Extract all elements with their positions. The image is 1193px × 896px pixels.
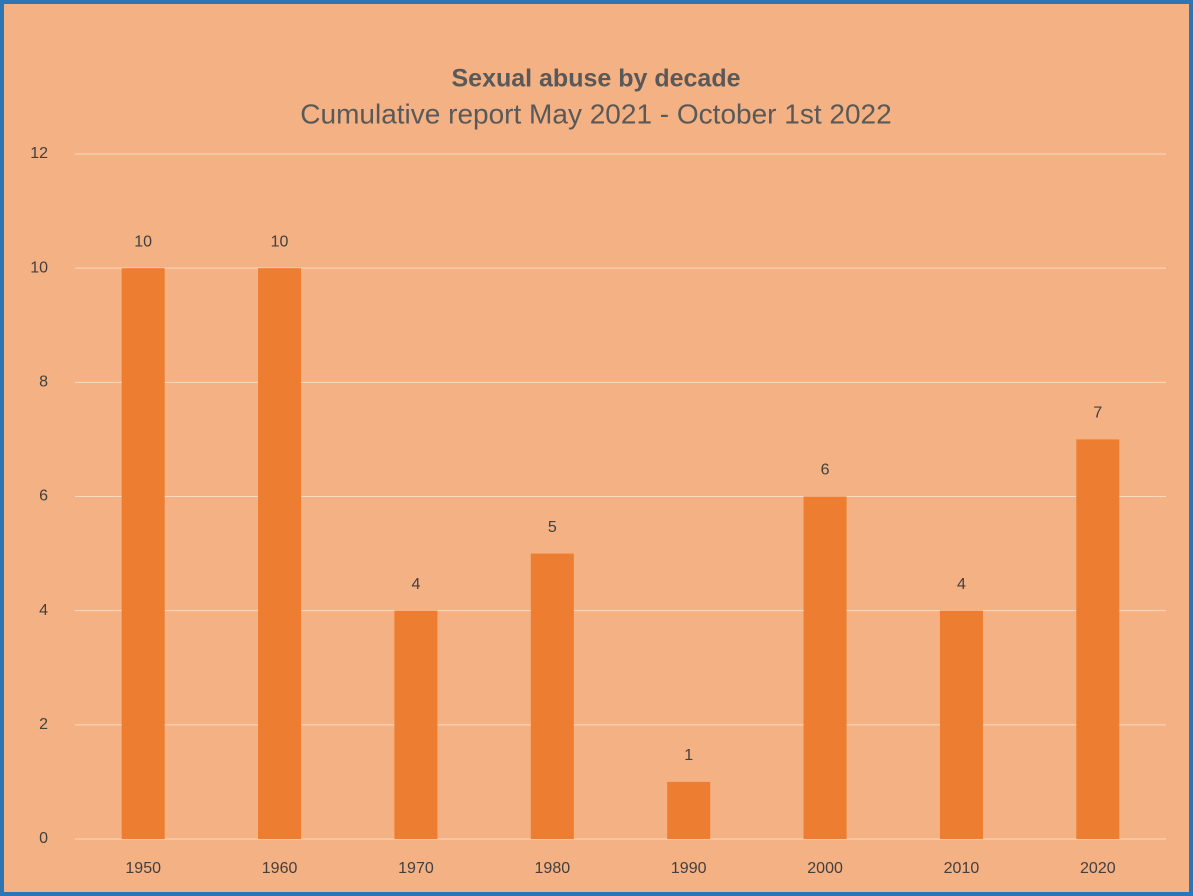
- bar: [939, 610, 983, 839]
- chart-title: Sexual abuse by decade: [451, 65, 740, 93]
- y-tick-label: 4: [39, 602, 48, 619]
- bar: [1076, 439, 1120, 839]
- x-tick-label: 1980: [535, 860, 571, 877]
- data-label: 10: [134, 233, 152, 250]
- y-tick-label: 10: [30, 259, 48, 276]
- y-tick-label: 0: [39, 830, 48, 847]
- x-tick-label: 1990: [671, 860, 707, 877]
- chart-subtitle: Cumulative report May 2021 - October 1st…: [300, 98, 891, 129]
- y-tick-label: 8: [39, 374, 48, 391]
- bar: [121, 268, 165, 840]
- bar: [394, 610, 438, 839]
- x-tick-label: 1970: [398, 860, 434, 877]
- x-tick-label: 2010: [944, 860, 980, 877]
- data-label: 4: [411, 576, 420, 593]
- bar: [258, 268, 302, 840]
- y-tick-label: 2: [39, 716, 48, 733]
- data-label: 10: [271, 233, 289, 250]
- data-label: 5: [548, 519, 557, 536]
- x-tick-label: 1960: [262, 860, 298, 877]
- data-label: 6: [821, 462, 830, 479]
- data-label: 7: [1093, 405, 1102, 422]
- x-tick-label: 2000: [807, 860, 843, 877]
- bar: [530, 553, 574, 839]
- data-label: 1: [684, 747, 693, 764]
- data-label: 4: [957, 576, 966, 593]
- y-tick-label: 12: [30, 145, 48, 162]
- bar: [803, 496, 847, 839]
- x-tick-label: 1950: [125, 860, 161, 877]
- y-tick-label: 6: [39, 488, 48, 505]
- bar: [667, 781, 711, 839]
- x-tick-label: 2020: [1080, 860, 1116, 877]
